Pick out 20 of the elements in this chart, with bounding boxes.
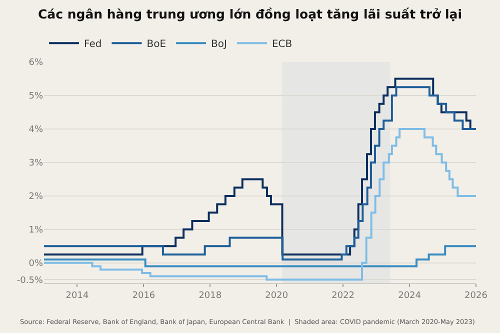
y-tick-label: 1% xyxy=(28,226,44,236)
y-tick-label: -0.5% xyxy=(16,276,44,286)
y-tick-label: 2% xyxy=(28,192,44,202)
y-tick-label: 5% xyxy=(28,92,44,102)
legend-label: BoJ xyxy=(211,38,227,50)
x-tick-label: 2018 xyxy=(198,290,222,301)
x-tick-label: 2020 xyxy=(265,290,288,301)
y-tick-label: 6% xyxy=(28,58,44,68)
x-tick-label: 2024 xyxy=(398,290,422,301)
x-tick-label: 2026 xyxy=(464,290,488,301)
legend-label: Fed xyxy=(84,38,102,50)
legend-label: BoE xyxy=(146,38,166,50)
x-tick-label: 2016 xyxy=(132,290,156,301)
y-tick-label: 0% xyxy=(28,259,44,270)
x-tick-label: 2014 xyxy=(66,290,89,301)
x-tick-label: 2022 xyxy=(332,290,355,301)
legend-label: ECB xyxy=(272,38,292,50)
y-tick-label: 4% xyxy=(28,125,44,136)
y-tick-label: 3% xyxy=(28,158,44,169)
chart-title: Các ngân hàng trung ương lớn đồng loạt tăng lãi suất trở lại xyxy=(38,6,462,22)
